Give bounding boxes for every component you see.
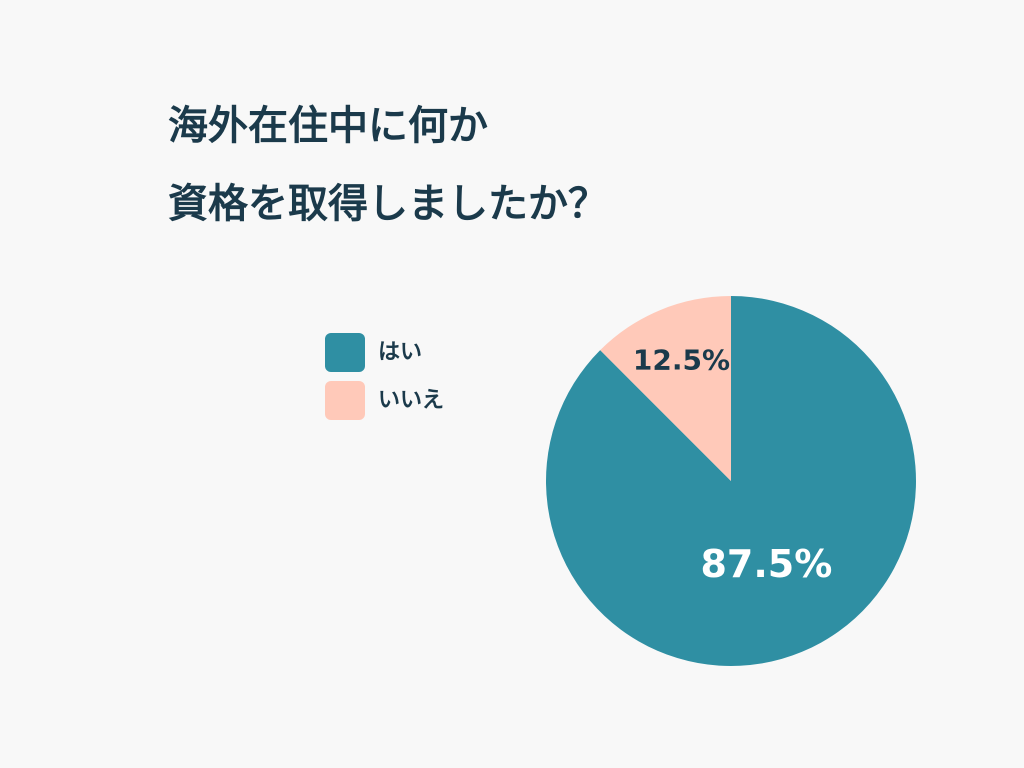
legend-swatch: [325, 381, 365, 420]
data-label: 12.5%: [633, 343, 730, 376]
legend-label: いいえ: [378, 388, 444, 413]
pie-slice: [545, 296, 916, 666]
pie-slice: [600, 296, 731, 481]
data-label: 87.5%: [700, 542, 832, 586]
legend-swatch: [325, 333, 365, 372]
chart-title: 資格を取得しましたか？: [168, 181, 608, 227]
chart-title: 海外在住中に何か: [168, 103, 488, 149]
legend-label: はい: [378, 340, 422, 365]
